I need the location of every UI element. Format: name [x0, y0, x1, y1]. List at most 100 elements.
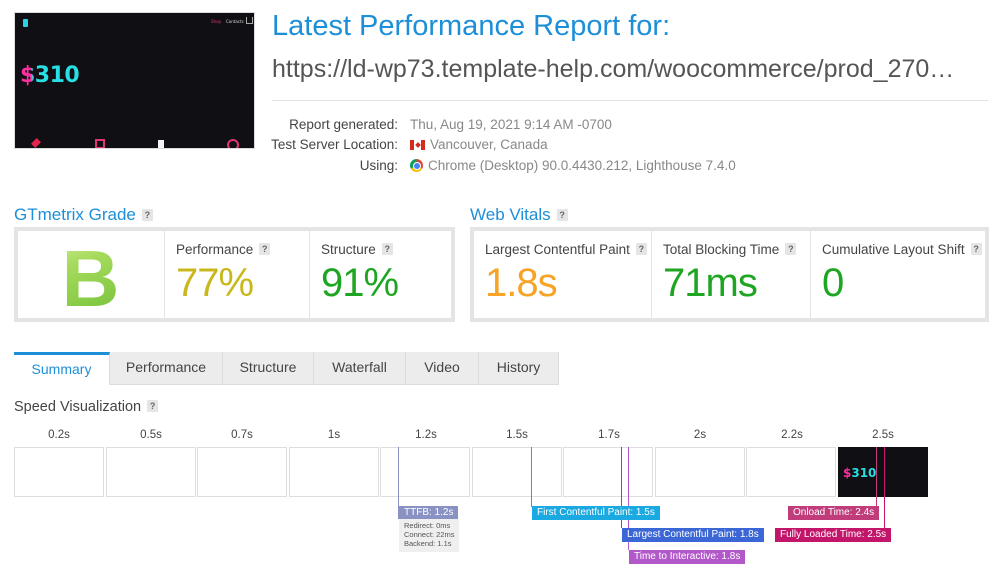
structure-label: Structure [321, 242, 376, 257]
divider [272, 100, 988, 101]
backend-time: Backend: 1.1s [404, 539, 452, 548]
lcp-label-row: Largest Contentful Paint? [485, 242, 647, 257]
help-icon[interactable]: ? [556, 209, 568, 221]
tti-line [628, 447, 629, 550]
help-icon[interactable]: ? [381, 243, 393, 255]
help-icon[interactable]: ? [635, 243, 647, 255]
speed-visualization-heading: Speed Visualization? [14, 399, 159, 415]
filmstrip-frame[interactable] [563, 447, 653, 497]
report-url[interactable]: https://ld-wp73.template-help.com/woocom… [272, 55, 955, 83]
tbt-label-row: Total Blocking Time? [663, 242, 797, 257]
speed-visualization-heading-text: Speed Visualization [14, 399, 142, 415]
using-label: Using: [359, 158, 398, 173]
help-icon[interactable]: ? [141, 209, 153, 221]
report-generated-value: Thu, Aug 19, 2021 9:14 AM -0700 [410, 117, 612, 132]
performance-label: Performance [176, 242, 254, 257]
ttfb-line [398, 447, 399, 519]
timeline-tick: 0.5s [140, 429, 162, 441]
filmstrip-frame[interactable] [14, 447, 104, 497]
lcp-value: 1.8s [485, 261, 558, 305]
fully-loaded-line [884, 447, 885, 529]
lcp-marker[interactable]: Largest Contentful Paint: 1.8s [622, 528, 764, 542]
filmstrip-frame[interactable] [106, 447, 196, 497]
filmstrip-frame[interactable] [289, 447, 379, 497]
timeline-tick: 1.5s [506, 429, 528, 441]
redirect-time: Redirect: 0ms [404, 521, 451, 530]
tbt-value: 71ms [663, 261, 758, 305]
server-location-value-wrap: Vancouver, Canada [410, 137, 548, 152]
thumbnail-nav-contacts: Contacts [226, 19, 244, 24]
canada-flag-icon [410, 140, 425, 150]
frame-price: $310 [843, 466, 877, 480]
timeline-tick: 1.2s [415, 429, 437, 441]
server-location-label: Test Server Location: [271, 137, 398, 152]
fully-loaded-marker[interactable]: Fully Loaded Time: 2.5s [775, 528, 892, 542]
structure-value: 91% [321, 261, 399, 305]
using-value-wrap: Chrome (Desktop) 90.0.4430.212, Lighthou… [410, 158, 736, 173]
tbt-label: Total Blocking Time [663, 242, 780, 257]
tab-performance[interactable]: Performance [110, 352, 223, 385]
structure-cell: Structure? 91% [310, 231, 451, 318]
timeline-tick: 1.7s [598, 429, 620, 441]
onload-marker[interactable]: Onload Time: 2.4s [788, 506, 880, 520]
filmstrip-frame[interactable] [655, 447, 745, 497]
tab-summary[interactable]: Summary [14, 352, 110, 385]
tab-history[interactable]: History [479, 352, 559, 385]
fcp-marker[interactable]: First Contentful Paint: 1.5s [532, 506, 660, 520]
site-logo [23, 19, 28, 27]
thumbnail-price: $310 [20, 63, 80, 88]
help-icon[interactable]: ? [970, 243, 982, 255]
cls-label-row: Cumulative Layout Shift? [822, 242, 982, 257]
timeline-tick: 2.2s [781, 429, 803, 441]
gtmetrix-grade-heading-text: GTmetrix Grade [14, 205, 136, 224]
lcp-cell: Largest Contentful Paint? 1.8s [474, 231, 652, 318]
web-vitals-panel: Largest Contentful Paint? 1.8s Total Blo… [470, 227, 989, 322]
help-icon[interactable]: ? [147, 400, 159, 412]
report-tabs: Summary Performance Structure Waterfall … [14, 352, 559, 385]
category-icon [95, 139, 105, 148]
lcp-label: Largest Contentful Paint [485, 242, 630, 257]
timeline-tick: 0.7s [231, 429, 253, 441]
page-screenshot-thumbnail[interactable]: Shop Contacts $310 [14, 12, 255, 149]
chrome-icon [410, 159, 423, 172]
filmstrip-frame-loaded[interactable]: $310 [838, 447, 928, 497]
server-location-value: Vancouver, Canada [430, 137, 548, 152]
timeline-tick: 0.2s [48, 429, 70, 441]
using-value: Chrome (Desktop) 90.0.4430.212, Lighthou… [428, 158, 736, 173]
tab-waterfall[interactable]: Waterfall [314, 352, 406, 385]
gtmetrix-grade-heading: GTmetrix Grade? [14, 205, 153, 225]
report-title: Latest Performance Report for: [272, 10, 671, 42]
performance-value: 77% [176, 261, 254, 305]
tab-structure[interactable]: Structure [223, 352, 314, 385]
onload-line [876, 447, 877, 506]
category-icon [31, 138, 41, 148]
report-generated-label: Report generated: [289, 117, 398, 132]
ttfb-marker[interactable]: TTFB: 1.2s [399, 506, 459, 520]
timeline-tick: 2s [693, 429, 707, 441]
lcp-line [621, 447, 622, 528]
help-icon[interactable]: ? [785, 243, 797, 255]
grade-cell: B [18, 231, 165, 323]
cls-label: Cumulative Layout Shift [822, 242, 965, 257]
timeline-tick: 2.5s [872, 429, 894, 441]
tti-marker[interactable]: Time to Interactive: 1.8s [629, 550, 746, 564]
cls-value: 0 [822, 261, 844, 305]
cls-cell: Cumulative Layout Shift? 0 [811, 231, 985, 318]
help-icon[interactable]: ? [259, 243, 271, 255]
timeline-tick: 1s [327, 429, 341, 441]
cart-icon [246, 17, 253, 24]
tab-video[interactable]: Video [406, 352, 479, 385]
tab-underline [110, 384, 559, 385]
category-icon [227, 139, 239, 148]
filmstrip-frame[interactable] [746, 447, 836, 497]
filmstrip-frame[interactable] [380, 447, 470, 497]
web-vitals-heading: Web Vitals? [470, 205, 568, 225]
gtmetrix-grade-panel: B Performance? 77% Structure? 91% [14, 227, 455, 323]
performance-label-row: Performance? [176, 242, 271, 257]
filmstrip-frame[interactable] [197, 447, 287, 497]
thumbnail-nav-shop: Shop [211, 19, 222, 24]
connect-time: Connect: 22ms [404, 530, 455, 539]
filmstrip-frame[interactable] [472, 447, 562, 497]
ttfb-breakdown: Redirect: 0ms Connect: 22ms Backend: 1.1… [399, 519, 459, 552]
category-icon [158, 140, 164, 148]
